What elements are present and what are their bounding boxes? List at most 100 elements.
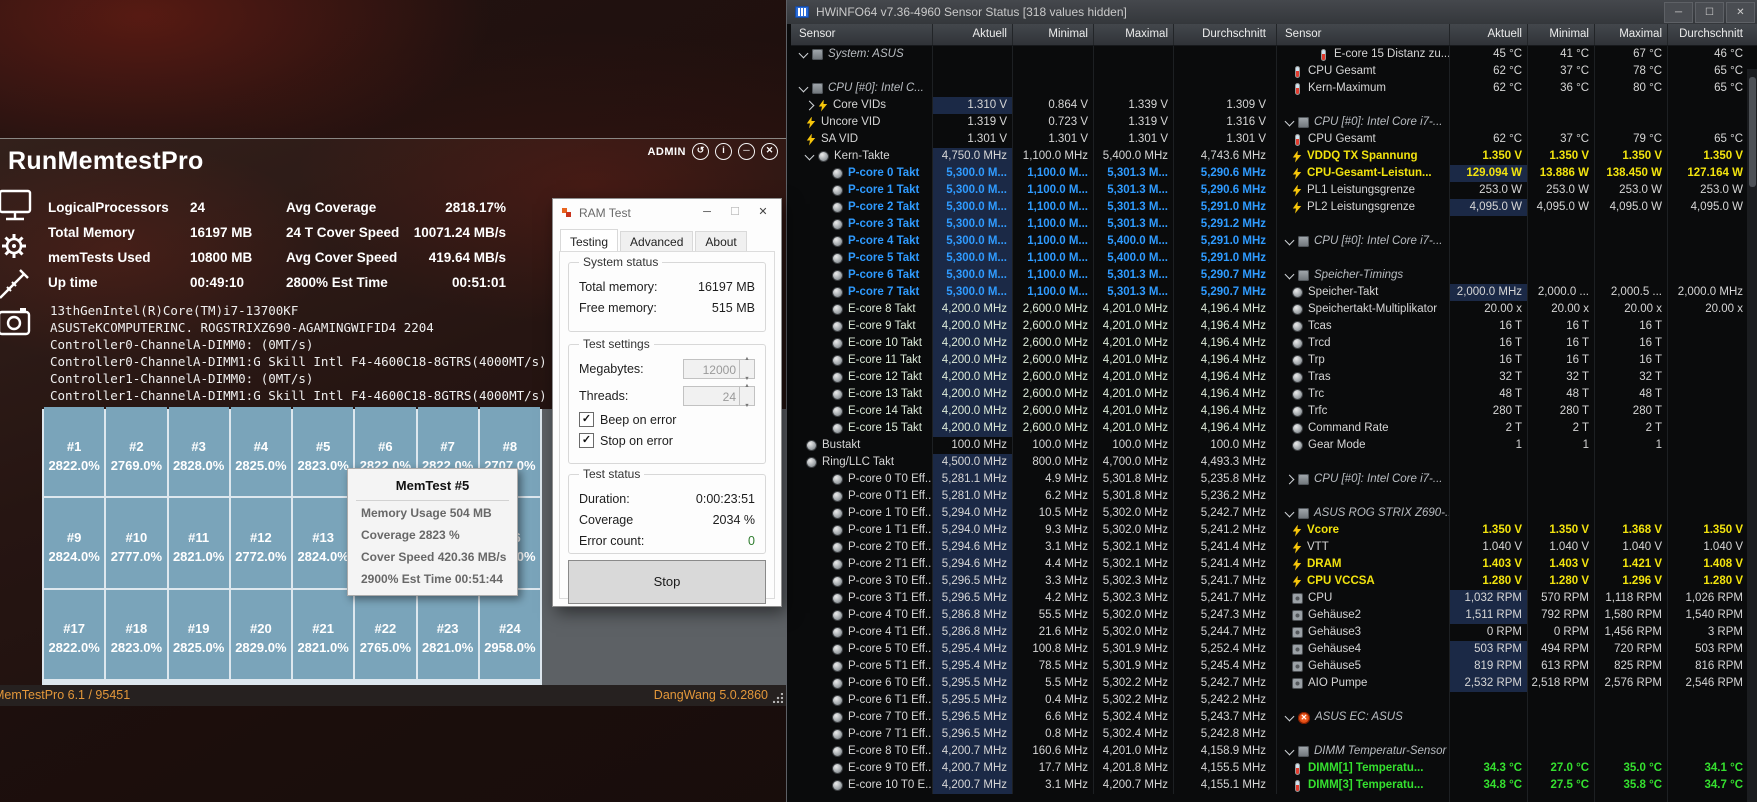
sensor-row[interactable]: P-core 2 T1 Eff... 5,294.6 MHz 4.4 MHz 5,30… [791, 556, 1277, 573]
sensor-row[interactable]: Speicher-Takt 2,000.0 MHz 2,000.0 ... 2,000… [1277, 284, 1757, 301]
memtest-tile[interactable]: #10 2777.0% [106, 498, 167, 588]
sensor-row[interactable]: P-core 0 T1 Eff... 5,281.0 MHz 6.2 MHz 5,30… [791, 488, 1277, 505]
sensor-row[interactable]: E-core 8 T0 Eff... 4,200.7 MHz 160.6 MHz 4,… [791, 743, 1277, 760]
chevron-down-icon[interactable] [1284, 745, 1295, 755]
sensor-row[interactable]: P-core 2 Takt 5,300.0 M... 1,100.0 M... 5,3… [791, 199, 1277, 216]
sensor-row[interactable]: DIMM[1] Temperatu... 34.3 °C 27.0 °C 35.0 °… [1277, 760, 1757, 777]
sensor-row[interactable]: SA VID 1.301 V 1.301 V 1.301 V 1.301 V [791, 131, 1277, 148]
chevron-down-icon[interactable] [798, 48, 809, 58]
maximize-button[interactable]: ☐ [1695, 2, 1724, 23]
sensor-row[interactable]: Ring/LLC Takt 4,500.0 MHz 800.0 MHz 4,700.0… [791, 454, 1277, 471]
column-header[interactable]: Aktuell [933, 24, 1013, 45]
camera-icon[interactable] [0, 304, 34, 340]
tab-testing[interactable]: Testing [560, 229, 619, 253]
column-header[interactable]: Maximal [1094, 24, 1174, 45]
sensor-row[interactable]: P-core 6 T0 Eff... 5,295.5 MHz 5.5 MHz 5,30… [791, 675, 1277, 692]
sensor-group-row[interactable]: CPU [#0]: Intel Core i7-... [1277, 114, 1757, 131]
sensor-row[interactable]: P-core 3 T0 Eff... 5,296.5 MHz 3.3 MHz 5,30… [791, 573, 1277, 590]
scrollbar-thumb[interactable] [1749, 77, 1756, 187]
minimize-button[interactable]: ─ [738, 143, 755, 160]
sensor-row[interactable]: P-core 7 T1 Eff... 5,296.5 MHz 0.8 MHz 5,30… [791, 726, 1277, 743]
gear-icon[interactable] [0, 228, 34, 264]
maximize-button[interactable]: ☐ [730, 206, 740, 218]
memtest-tile[interactable]: #1 2822.0% [44, 407, 105, 497]
sensor-row[interactable]: CPU 1,032 RPM 570 RPM 1,118 RPM 1,026 RPM [1277, 590, 1757, 607]
spinner-arrows[interactable]: ▲ ▼ [739, 383, 754, 409]
column-header[interactable]: Sensor [1277, 24, 1450, 45]
sensor-row[interactable]: DRAM 1.403 V 1.403 V 1.421 V 1.408 V [1277, 556, 1757, 573]
syringe-icon[interactable] [0, 268, 34, 304]
sensor-row[interactable]: AIO Pumpe 2,532 RPM 2,518 RPM 2,576 RPM 2,54… [1277, 675, 1757, 692]
chevron-down-icon[interactable] [1284, 235, 1295, 245]
sensor-row[interactable]: Speichertakt-Multiplikator 20.00 x 20.00 x… [1277, 301, 1757, 318]
sensor-row[interactable]: E-core 14 Takt 4,200.0 MHz 2,600.0 MHz 4,20… [791, 403, 1277, 420]
sensor-row[interactable]: P-core 6 Takt 5,300.0 M... 1,100.0 M... 5,3… [791, 267, 1277, 284]
memtest-tile[interactable]: #2 2769.0% [106, 407, 167, 497]
monitor-icon[interactable] [0, 188, 34, 224]
sensor-group-row[interactable]: CPU [#0]: Intel Core i7-... [1277, 233, 1757, 250]
memtest-tile[interactable]: #22 2765.0% [355, 589, 416, 679]
sensor-row[interactable]: P-core 4 T0 Eff... 5,286.8 MHz 55.5 MHz 5,3… [791, 607, 1277, 624]
sensor-row[interactable]: Trcd 16 T 16 T 16 T [1277, 335, 1757, 352]
memtest-tile[interactable]: #18 2823.0% [106, 589, 167, 679]
sensor-row[interactable]: P-core 0 Takt 5,300.0 M... 1,100.0 M... 5,3… [791, 165, 1277, 182]
sensor-row[interactable]: E-core 8 Takt 4,200.0 MHz 2,600.0 MHz 4,201… [791, 301, 1277, 318]
sensor-row[interactable]: Vcore 1.350 V 1.350 V 1.368 V 1.350 V [1277, 522, 1757, 539]
close-button[interactable]: ✕ [1726, 2, 1755, 23]
column-header[interactable]: Minimal [1013, 24, 1094, 45]
memtest-tile[interactable]: #9 2824.0% [44, 498, 105, 588]
sensor-row[interactable]: P-core 5 T1 Eff... 5,295.4 MHz 78.5 MHz 5,3… [791, 658, 1277, 675]
sensor-row[interactable]: CPU VCCSA 1.280 V 1.280 V 1.296 V 1.280 V [1277, 573, 1757, 590]
sensor-row[interactable]: Gehäuse5 819 RPM 613 RPM 825 RPM 816 RPM [1277, 658, 1757, 675]
sensor-row[interactable]: CPU-Gesamt-Leistun... 129.094 W 13.886 W 13… [1277, 165, 1757, 182]
memtest-tile[interactable]: #3 2828.0% [168, 407, 229, 497]
sensor-row[interactable]: Kern-Maximum 62 °C 36 °C 80 °C 65 °C [1277, 80, 1757, 97]
sensor-row[interactable]: P-core 7 Takt 5,300.0 M... 1,100.0 M... 5,3… [791, 284, 1277, 301]
sensor-group-row[interactable]: CPU [#0]: Intel Core i7-... [1277, 471, 1757, 488]
close-button[interactable]: ✕ [758, 206, 768, 218]
memtest-tile[interactable]: #11 2821.0% [168, 498, 229, 588]
sensor-row[interactable]: E-core 9 Takt 4,200.0 MHz 2,600.0 MHz 4,201… [791, 318, 1277, 335]
column-header[interactable]: Maximal [1595, 24, 1668, 45]
checkbox[interactable]: ✓ [579, 433, 594, 448]
sensor-row[interactable]: Trfc 280 T 280 T 280 T [1277, 403, 1757, 420]
sensor-row[interactable]: Trc 48 T 48 T 48 T [1277, 386, 1757, 403]
sensor-row[interactable]: P-core 3 Takt 5,300.0 M... 1,100.0 M... 5,3… [791, 216, 1277, 233]
column-header-row[interactable]: Sensor Aktuell Minimal Maximal Durchschnitt [791, 24, 1277, 46]
sensor-row[interactable]: CPU Gesamt 62 °C 37 °C 79 °C 65 °C [1277, 131, 1757, 148]
sensor-row[interactable]: E-core 13 Takt 4,200.0 MHz 2,600.0 MHz 4,20… [791, 386, 1277, 403]
chevron-down-icon[interactable] [1284, 116, 1295, 126]
hwinfo-titlebar[interactable]: HWiNFO64 v7.36-4960 Sensor Status [318 v… [787, 0, 1757, 24]
sensor-row[interactable]: Gehäuse2 1,511 RPM 792 RPM 1,580 RPM 1,540 R… [1277, 607, 1757, 624]
chevron-down-icon[interactable] [1284, 269, 1295, 279]
column-header[interactable]: Durchschnitt [1668, 24, 1757, 45]
chevron-down-icon[interactable] [1284, 711, 1295, 721]
sensor-row[interactable]: P-core 2 T0 Eff... 5,294.6 MHz 3.1 MHz 5,30… [791, 539, 1277, 556]
threads-stepper[interactable]: 24 ▲ ▼ [683, 383, 755, 409]
sensor-row[interactable]: P-core 1 T0 Eff... 5,294.0 MHz 10.5 MHz 5,3… [791, 505, 1277, 522]
minimize-button[interactable]: ─ [1664, 2, 1693, 23]
info-button[interactable]: i [715, 143, 732, 160]
sensor-row[interactable]: PL1 Leistungsgrenze 253.0 W 253.0 W 253.0 W… [1277, 182, 1757, 199]
sensor-row[interactable]: E-core 12 Takt 4,200.0 MHz 2,600.0 MHz 4,20… [791, 369, 1277, 386]
sensor-row[interactable]: P-core 5 T0 Eff... 5,295.4 MHz 100.8 MHz 5,… [791, 641, 1277, 658]
column-header[interactable]: Aktuell [1450, 24, 1528, 45]
chevron-down-icon[interactable] [798, 82, 809, 92]
memtest-tile[interactable]: #21 2821.0% [293, 589, 354, 679]
memtest-tile[interactable]: #5 2823.0% [293, 407, 354, 497]
memtest-tile[interactable]: #4 2825.0% [230, 407, 291, 497]
sensor-row[interactable]: E-core 10 T0 E... 4,200.7 MHz 3.1 MHz 4,200… [791, 777, 1277, 794]
sensor-row[interactable]: VTT 1.040 V 1.040 V 1.040 V 1.040 V [1277, 539, 1757, 556]
sensor-row[interactable]: E-core 15 Takt 4,200.0 MHz 2,600.0 MHz 4,20… [791, 420, 1277, 437]
stop-button[interactable]: Stop [568, 560, 766, 604]
sensor-row[interactable]: P-core 1 T1 Eff... 5,294.0 MHz 9.3 MHz 5,30… [791, 522, 1277, 539]
memtest-tile[interactable]: #17 2822.0% [44, 589, 105, 679]
sensor-row[interactable]: Gehäuse3 0 RPM 0 RPM 1,456 RPM 3 RPM [1277, 624, 1757, 641]
sensor-row[interactable]: Gehäuse4 503 RPM 494 RPM 720 RPM 503 RPM [1277, 641, 1757, 658]
close-button[interactable]: ✕ [761, 143, 778, 160]
sensor-row[interactable]: E-core 10 Takt 4,200.0 MHz 2,600.0 MHz 4,20… [791, 335, 1277, 352]
undo-button[interactable]: ↺ [692, 143, 709, 160]
sensor-row[interactable]: Uncore VID 1.319 V 0.723 V 1.319 V 1.316 V [791, 114, 1277, 131]
sensor-row[interactable]: Core VIDs 1.310 V 0.864 V 1.339 V 1.309 V [791, 97, 1277, 114]
